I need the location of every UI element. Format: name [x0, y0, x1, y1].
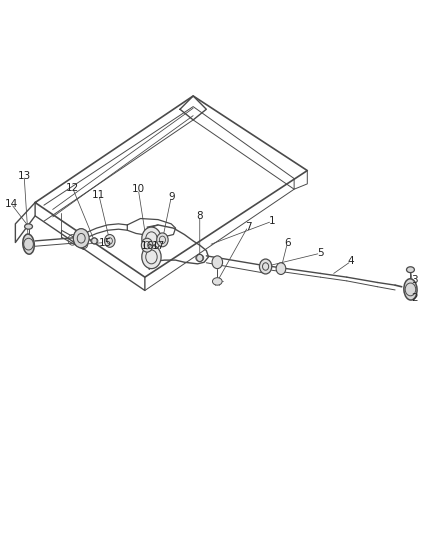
Circle shape — [141, 238, 152, 252]
Ellipse shape — [212, 278, 222, 285]
Circle shape — [141, 227, 161, 251]
Circle shape — [276, 263, 285, 274]
Text: 1: 1 — [268, 216, 275, 226]
Ellipse shape — [91, 238, 98, 244]
Text: 14: 14 — [4, 199, 18, 208]
Text: 16: 16 — [140, 241, 153, 251]
Circle shape — [212, 256, 222, 269]
Circle shape — [156, 233, 168, 247]
Text: 6: 6 — [283, 238, 290, 247]
Text: 3: 3 — [410, 275, 417, 285]
Ellipse shape — [23, 234, 34, 254]
Text: 5: 5 — [316, 248, 323, 258]
Ellipse shape — [195, 255, 203, 261]
Text: 12: 12 — [66, 183, 79, 192]
Circle shape — [73, 229, 89, 248]
Text: 15: 15 — [99, 238, 112, 247]
Circle shape — [141, 245, 161, 269]
Text: 4: 4 — [347, 256, 354, 266]
Circle shape — [104, 235, 115, 247]
Text: 9: 9 — [167, 192, 174, 202]
Text: 11: 11 — [92, 190, 105, 199]
Text: 7: 7 — [244, 222, 251, 231]
Text: 17: 17 — [151, 241, 164, 251]
Text: 10: 10 — [131, 184, 145, 194]
Ellipse shape — [403, 279, 416, 300]
Text: 8: 8 — [196, 211, 203, 221]
Ellipse shape — [25, 224, 32, 229]
Ellipse shape — [406, 266, 413, 273]
Text: 2: 2 — [410, 294, 417, 303]
Circle shape — [259, 259, 271, 274]
Text: 13: 13 — [18, 171, 31, 181]
